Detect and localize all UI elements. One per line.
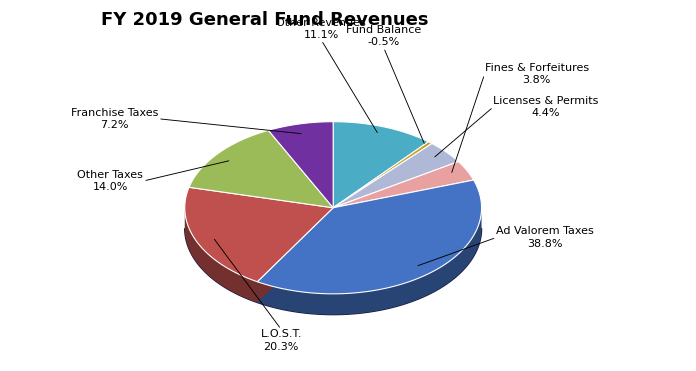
Polygon shape (184, 229, 482, 315)
Text: Other Revenues
11.1%: Other Revenues 11.1% (276, 18, 366, 40)
Polygon shape (258, 208, 333, 302)
Text: L.O.S.T.
20.3%: L.O.S.T. 20.3% (260, 329, 302, 352)
Text: Licenses & Permits
4.4%: Licenses & Permits 4.4% (493, 96, 599, 118)
Polygon shape (333, 122, 429, 208)
Polygon shape (269, 122, 333, 208)
Text: Fund Balance
-0.5%: Fund Balance -0.5% (346, 25, 421, 47)
Text: Other Taxes
14.0%: Other Taxes 14.0% (77, 170, 143, 192)
Polygon shape (258, 180, 482, 294)
Text: Ad Valorem Taxes
38.8%: Ad Valorem Taxes 38.8% (496, 226, 594, 249)
Polygon shape (333, 142, 432, 208)
Text: Fines & Forfeitures
3.8%: Fines & Forfeitures 3.8% (484, 63, 589, 85)
Text: Franchise Taxes
7.2%: Franchise Taxes 7.2% (71, 108, 158, 130)
Polygon shape (189, 130, 333, 208)
Text: FY 2019 General Fund Revenues: FY 2019 General Fund Revenues (101, 11, 428, 29)
Polygon shape (184, 208, 258, 302)
Polygon shape (333, 161, 474, 208)
Polygon shape (258, 208, 333, 302)
Polygon shape (333, 144, 459, 208)
Polygon shape (184, 187, 333, 282)
Polygon shape (258, 210, 482, 315)
